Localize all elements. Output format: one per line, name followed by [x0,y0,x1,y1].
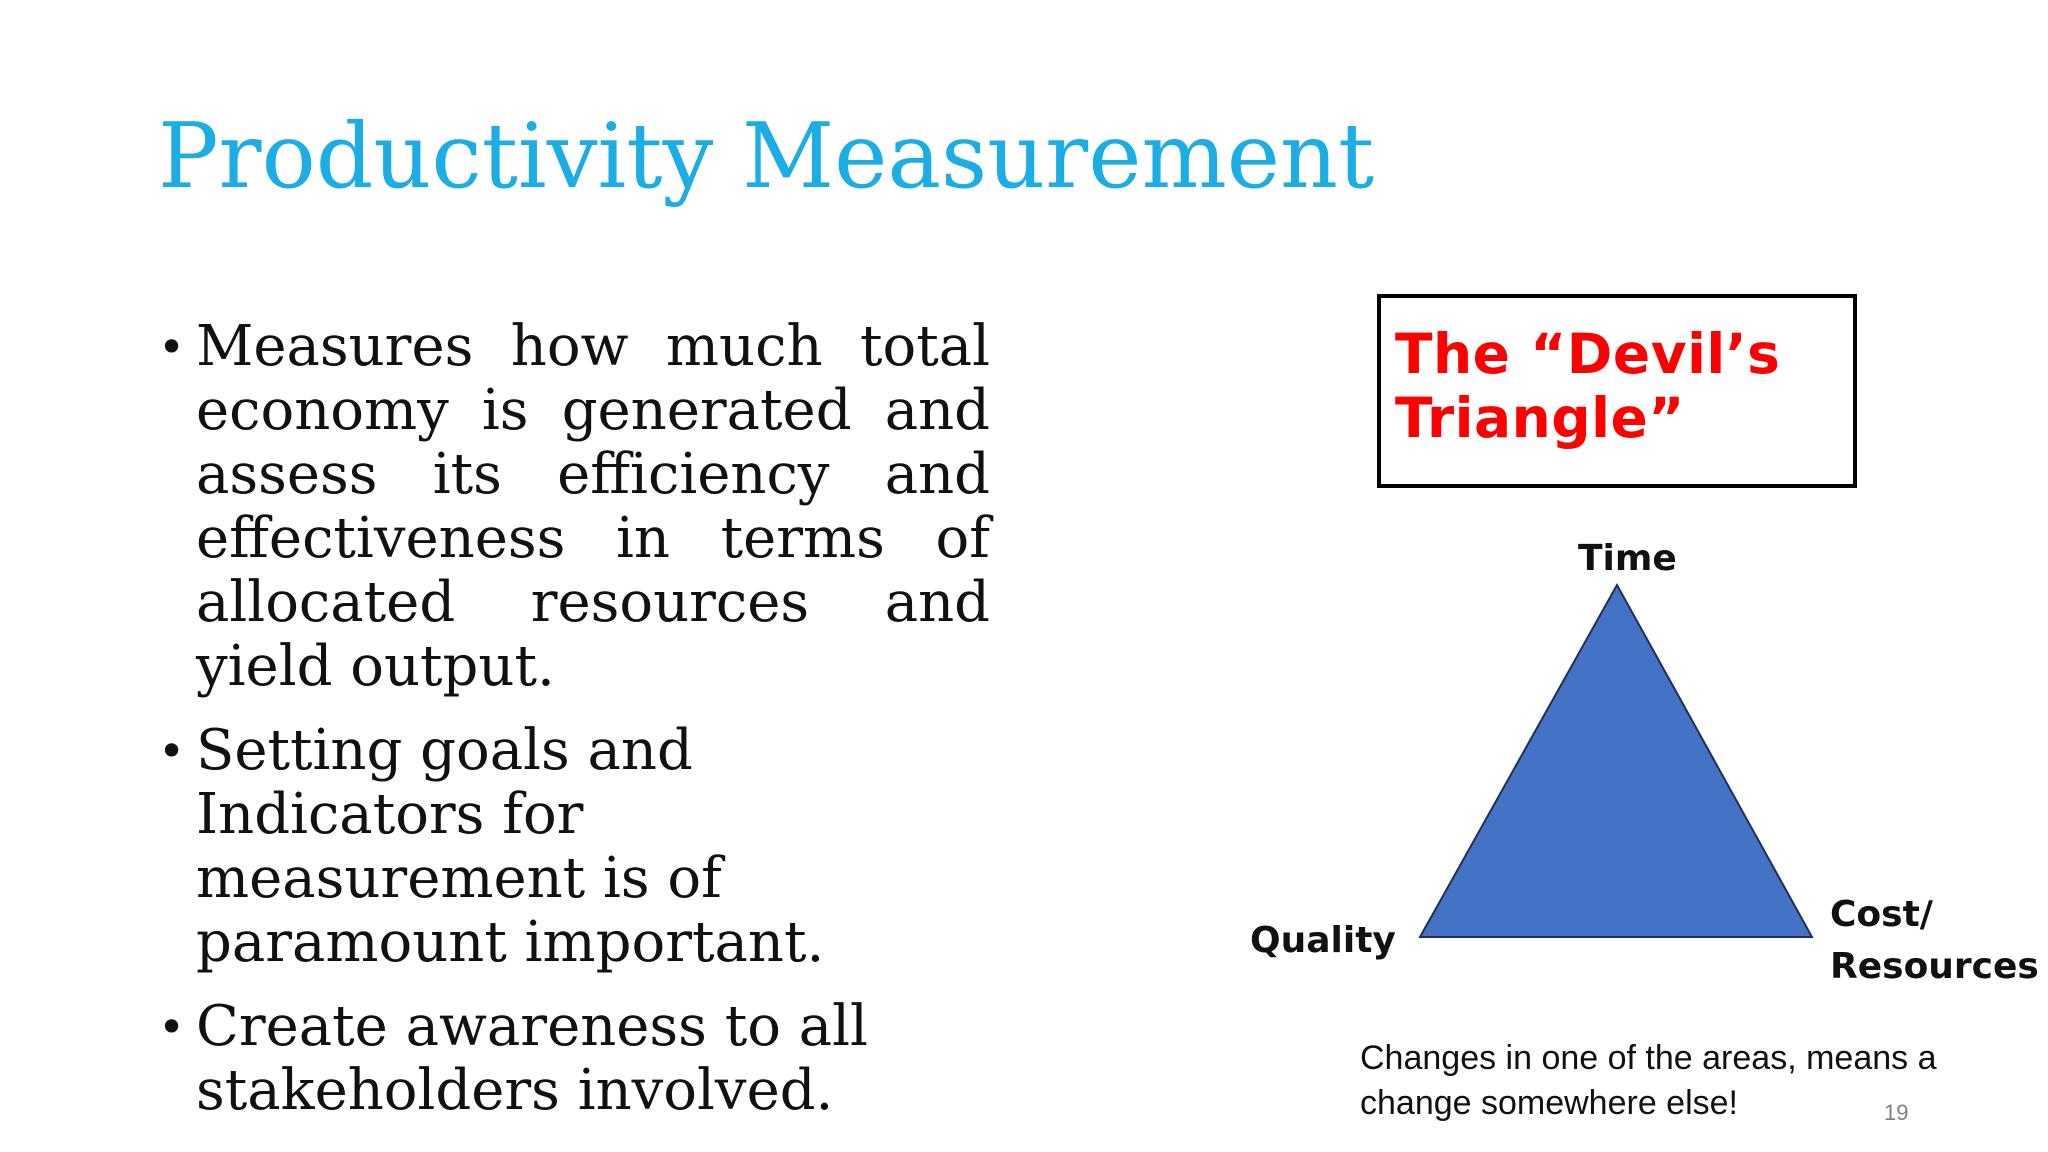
triangle-label-resources: Resources [1830,946,2039,987]
page-number: 19 [1884,1100,1909,1125]
triangle-shape [1418,582,1814,938]
devils-triangle-title-box: The “Devil’s Triangle” [1377,294,1857,488]
caption-line: Changes in one of the areas, means a [1360,1039,1937,1077]
triangle-label-cost: Cost/ [1830,894,1934,935]
devils-triangle-title-line: The “Devil’s [1395,322,1781,386]
slide-title: Productivity Measurement [158,104,1375,209]
triangle-caption: Changes in one of the areas, means a cha… [1360,1036,1980,1126]
triangle-label-quality: Quality [1250,920,1396,961]
devils-triangle-title-line: Triangle” [1395,386,1685,450]
bullet-item: Measures how much total economy is gener… [158,315,990,699]
caption-line: change somewhere else! [1360,1084,1739,1122]
bullet-item: Setting goals and Indicators for measure… [158,719,990,975]
bullet-list: Measures how much total economy is gener… [158,315,990,1123]
triangle-label-time: Time [1578,538,1677,579]
bullet-item: Create awareness to all stakeholders inv… [158,995,990,1123]
devils-triangle-title: The “Devil’s Triangle” [1395,322,1855,450]
